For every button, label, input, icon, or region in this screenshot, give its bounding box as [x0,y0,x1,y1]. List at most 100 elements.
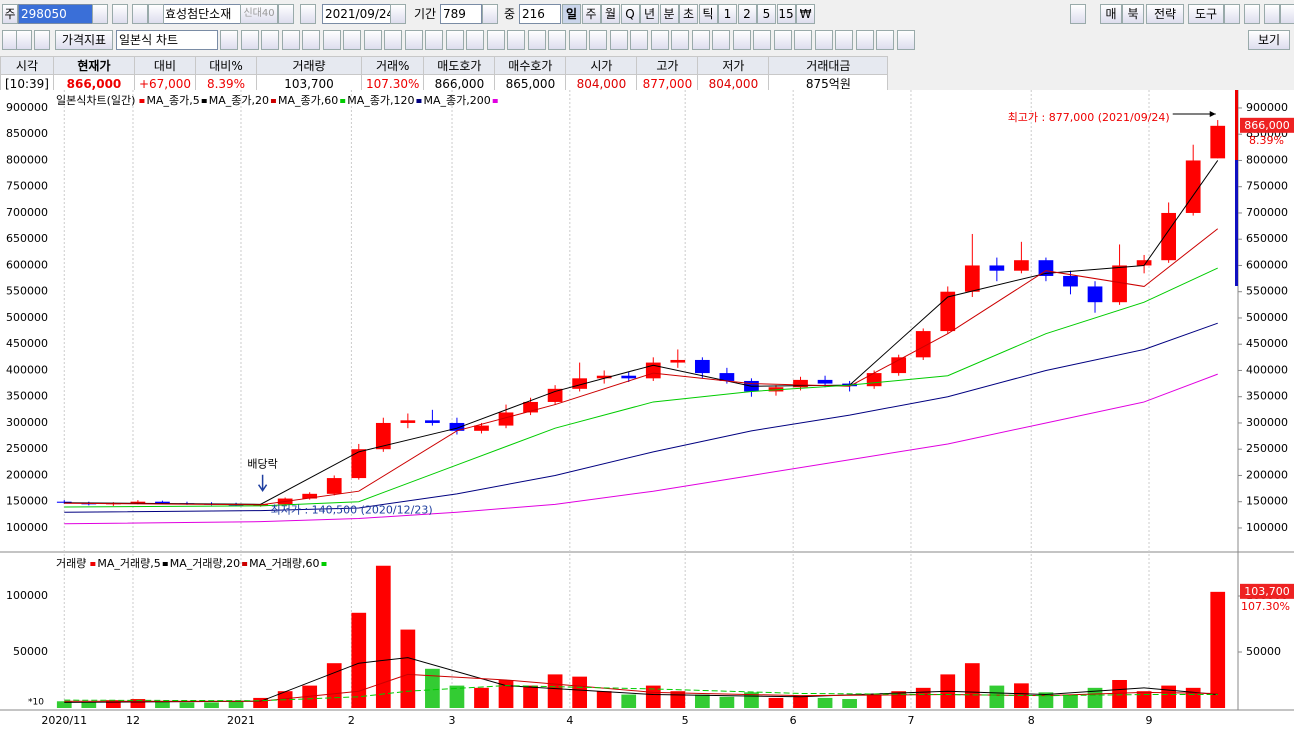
icon-button[interactable] [425,30,443,50]
icon-button[interactable] [671,30,689,50]
interval-button[interactable]: 2 [737,4,757,24]
zoom-input[interactable]: 216 [519,4,561,24]
interval-button[interactable]: 5 [757,4,776,24]
button[interactable]: 전략 [1146,4,1184,24]
icon-button[interactable] [712,30,730,50]
y-tick-label: 250000 [1246,442,1288,455]
volume-bar [1136,691,1152,708]
chart-style[interactable]: 일본식 차트 [116,30,218,50]
x-tick-label: 2020/11 [41,714,87,727]
interval-button[interactable]: Q [620,4,640,24]
icon-button[interactable] [220,30,238,50]
indicator[interactable]: 가격지표 [55,30,113,50]
button[interactable]: 도구 [1188,4,1224,24]
icon-button[interactable] [568,30,587,50]
volume-bar [596,691,612,708]
quote-header: 거래% [360,56,425,75]
interval-button[interactable]: 1 [718,4,737,24]
icon-button[interactable] [630,30,648,50]
icon-button[interactable] [1070,4,1086,24]
interval-button[interactable]: 15 [776,4,796,24]
last-volume: 103,700 [1244,585,1290,598]
icon-button[interactable] [1244,4,1260,24]
icon-button[interactable] [609,30,628,50]
candle-body [1136,260,1152,266]
icon-button[interactable] [507,30,525,50]
button[interactable]: 북 [1122,4,1144,24]
icon-button[interactable] [281,30,300,50]
x-tick-label: 7 [907,714,914,727]
icon-button[interactable] [896,30,915,50]
icon-button[interactable] [302,30,320,50]
icon-button[interactable] [1280,4,1294,24]
candle-body [155,501,170,504]
icon-button[interactable] [300,4,316,24]
button[interactable]: 매 [1100,4,1122,24]
legend-entry: MA_종가,200 [423,94,490,107]
icon-button[interactable] [466,30,484,50]
icon-button[interactable] [876,30,894,50]
icon-button[interactable] [527,30,546,50]
icon-button[interactable] [278,4,294,24]
volume-bar [547,674,563,708]
period-input[interactable]: 789 [440,4,482,24]
icon-button[interactable] [343,30,361,50]
icon-button[interactable] [92,4,108,24]
icon-button[interactable] [390,4,406,24]
icon-button[interactable] [814,30,833,50]
icon-button[interactable] [794,30,812,50]
volume-bar [694,694,710,708]
icon-button[interactable] [34,30,50,50]
icon-button[interactable] [261,30,279,50]
badge[interactable]: 신대40 [240,4,278,24]
interval-button[interactable]: 월 [601,4,620,24]
icon-button[interactable] [773,30,792,50]
volume-bar [866,694,882,708]
interval-button[interactable]: 일 [562,4,581,24]
y-tick-label: 700000 [6,206,48,219]
y-tick-label: 450000 [6,337,48,350]
candle-body [866,373,882,387]
icon-button[interactable] [404,30,423,50]
view[interactable]: 보기 [1248,30,1290,50]
icon-button[interactable] [753,30,771,50]
icon-button[interactable] [363,30,382,50]
code-input[interactable]: 298050 [18,4,94,24]
icon-button[interactable] [112,4,128,24]
icon-button[interactable] [486,30,505,50]
icon-button[interactable] [384,30,402,50]
candle-body [474,425,489,431]
icon-button[interactable] [732,30,751,50]
icon-button[interactable] [240,30,259,50]
icon-button[interactable] [148,4,164,24]
candle-body [425,420,440,423]
interval-button[interactable]: 분 [659,4,679,24]
icon-button[interactable] [482,4,498,24]
quote-value: 866,000 [423,74,496,93]
icon-button[interactable] [322,30,341,50]
candle-body [694,359,710,374]
icon-button[interactable] [16,30,32,50]
volume-bar [302,685,318,708]
icon-button[interactable] [132,4,148,24]
interval-button[interactable]: 년 [640,4,659,24]
icon-button[interactable] [650,30,669,50]
market[interactable]: 주 [2,4,18,24]
icon-button[interactable] [445,30,464,50]
volume-bar [1210,591,1226,708]
interval-button[interactable]: 주 [581,4,601,24]
icon-button[interactable] [835,30,853,50]
candle-body [670,359,686,363]
icon-button[interactable] [691,30,710,50]
icon-button[interactable] [548,30,566,50]
icon-button[interactable] [1224,4,1240,24]
volume-bar [1038,692,1054,708]
icon-button[interactable] [589,30,607,50]
icon-button[interactable] [1264,4,1280,24]
period-label: 기간 [414,7,437,21]
interval-button[interactable]: ₩ [796,4,815,24]
interval-button[interactable]: 틱 [698,4,718,24]
icon-button[interactable] [855,30,874,50]
date-input[interactable]: 2021/09/24 [322,4,394,24]
interval-button[interactable]: 초 [679,4,698,24]
